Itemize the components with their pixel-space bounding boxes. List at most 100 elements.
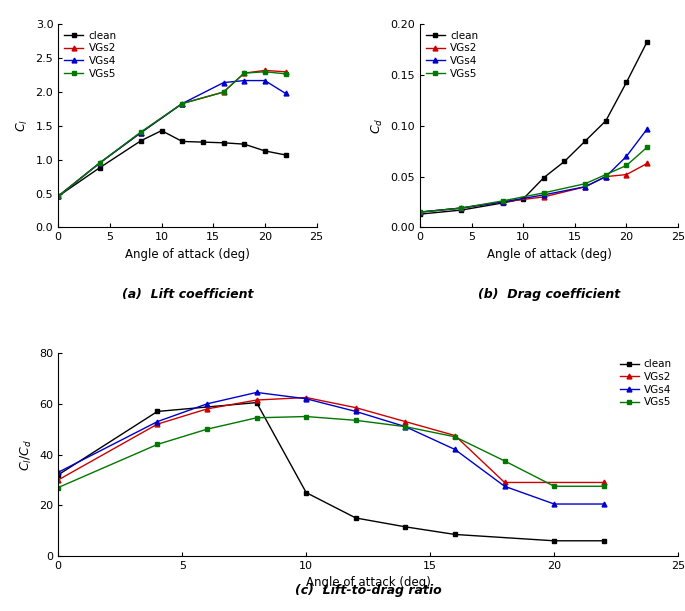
VGs4: [581, 183, 589, 191]
Line: VGs4: VGs4: [417, 126, 649, 214]
VGs2: [137, 129, 145, 136]
VGs2: [601, 173, 610, 180]
VGs2: [499, 199, 507, 206]
VGs2: [240, 70, 248, 77]
VGs5: [501, 457, 509, 464]
VGs4: [401, 423, 410, 430]
VGs5: [451, 433, 459, 441]
clean: [253, 399, 261, 406]
VGs2: [153, 420, 162, 428]
VGs5: [302, 413, 310, 420]
VGs2: [302, 394, 310, 401]
VGs2: [416, 208, 424, 216]
clean: [178, 137, 186, 145]
VGs5: [219, 89, 227, 96]
VGs4: [451, 446, 459, 453]
Legend: clean, VGs2, VGs4, VGs5: clean, VGs2, VGs4, VGs5: [64, 30, 118, 79]
VGs4: [540, 191, 548, 199]
VGs5: [261, 68, 269, 75]
Text: (a)  Lift coefficient: (a) Lift coefficient: [122, 288, 253, 301]
VGs4: [623, 153, 631, 160]
VGs5: [581, 180, 589, 188]
clean: [351, 514, 360, 522]
VGs4: [137, 129, 145, 136]
VGs4: [253, 389, 261, 396]
VGs4: [54, 469, 62, 476]
VGs4: [261, 77, 269, 84]
VGs4: [282, 90, 290, 97]
VGs4: [501, 483, 509, 490]
Line: VGs2: VGs2: [55, 395, 606, 485]
VGs4: [499, 199, 507, 206]
VGs5: [499, 197, 507, 205]
VGs4: [219, 79, 227, 86]
clean: [282, 152, 290, 159]
VGs5: [540, 189, 548, 197]
VGs2: [451, 432, 459, 439]
clean: [261, 147, 269, 155]
VGs5: [253, 414, 261, 422]
VGs4: [54, 192, 62, 200]
clean: [416, 210, 424, 218]
VGs5: [623, 162, 631, 169]
VGs4: [416, 208, 424, 216]
Line: VGs2: VGs2: [417, 161, 649, 214]
VGs4: [178, 100, 186, 108]
VGs5: [643, 144, 651, 151]
VGs2: [219, 89, 227, 96]
VGs4: [203, 400, 211, 408]
clean: [581, 137, 589, 145]
Text: (c)  Lift-to-drag ratio: (c) Lift-to-drag ratio: [295, 584, 442, 598]
clean: [302, 489, 310, 496]
VGs2: [599, 479, 608, 486]
VGs5: [95, 159, 103, 167]
VGs5: [153, 441, 162, 448]
Line: VGs5: VGs5: [55, 414, 606, 490]
clean: [54, 192, 62, 200]
VGs4: [153, 418, 162, 425]
clean: [643, 38, 651, 45]
VGs4: [643, 125, 651, 133]
VGs2: [261, 67, 269, 74]
clean: [54, 471, 62, 478]
VGs2: [178, 100, 186, 108]
Legend: clean, VGs2, VGs4, VGs5: clean, VGs2, VGs4, VGs5: [425, 30, 479, 79]
VGs5: [240, 70, 248, 77]
Line: VGs2: VGs2: [55, 68, 288, 199]
VGs5: [203, 425, 211, 433]
clean: [199, 139, 207, 146]
Text: (b)  Drag coefficient: (b) Drag coefficient: [478, 288, 620, 301]
Y-axis label: $C_l$/$C_d$: $C_l$/$C_d$: [18, 439, 34, 470]
VGs2: [457, 205, 465, 212]
VGs5: [457, 205, 465, 212]
VGs4: [95, 159, 103, 167]
clean: [599, 537, 608, 544]
VGs2: [581, 183, 589, 191]
Legend: clean, VGs2, VGs4, VGs5: clean, VGs2, VGs4, VGs5: [619, 358, 673, 408]
VGs5: [54, 192, 62, 200]
clean: [451, 531, 459, 538]
VGs2: [54, 192, 62, 200]
clean: [401, 523, 410, 530]
clean: [240, 141, 248, 148]
Line: clean: clean: [55, 128, 288, 199]
clean: [95, 164, 103, 172]
VGs2: [54, 476, 62, 483]
clean: [158, 127, 166, 134]
X-axis label: Angle of attack (deg): Angle of attack (deg): [306, 576, 431, 590]
clean: [550, 537, 558, 544]
clean: [219, 139, 227, 147]
X-axis label: Angle of attack (deg): Angle of attack (deg): [125, 247, 250, 261]
VGs5: [599, 483, 608, 490]
clean: [623, 79, 631, 86]
VGs2: [643, 159, 651, 167]
VGs4: [240, 77, 248, 84]
clean: [499, 199, 507, 207]
VGs5: [282, 70, 290, 78]
clean: [601, 117, 610, 125]
VGs2: [623, 171, 631, 178]
clean: [457, 207, 465, 214]
clean: [519, 196, 527, 203]
VGs2: [540, 193, 548, 200]
VGs2: [95, 159, 103, 167]
